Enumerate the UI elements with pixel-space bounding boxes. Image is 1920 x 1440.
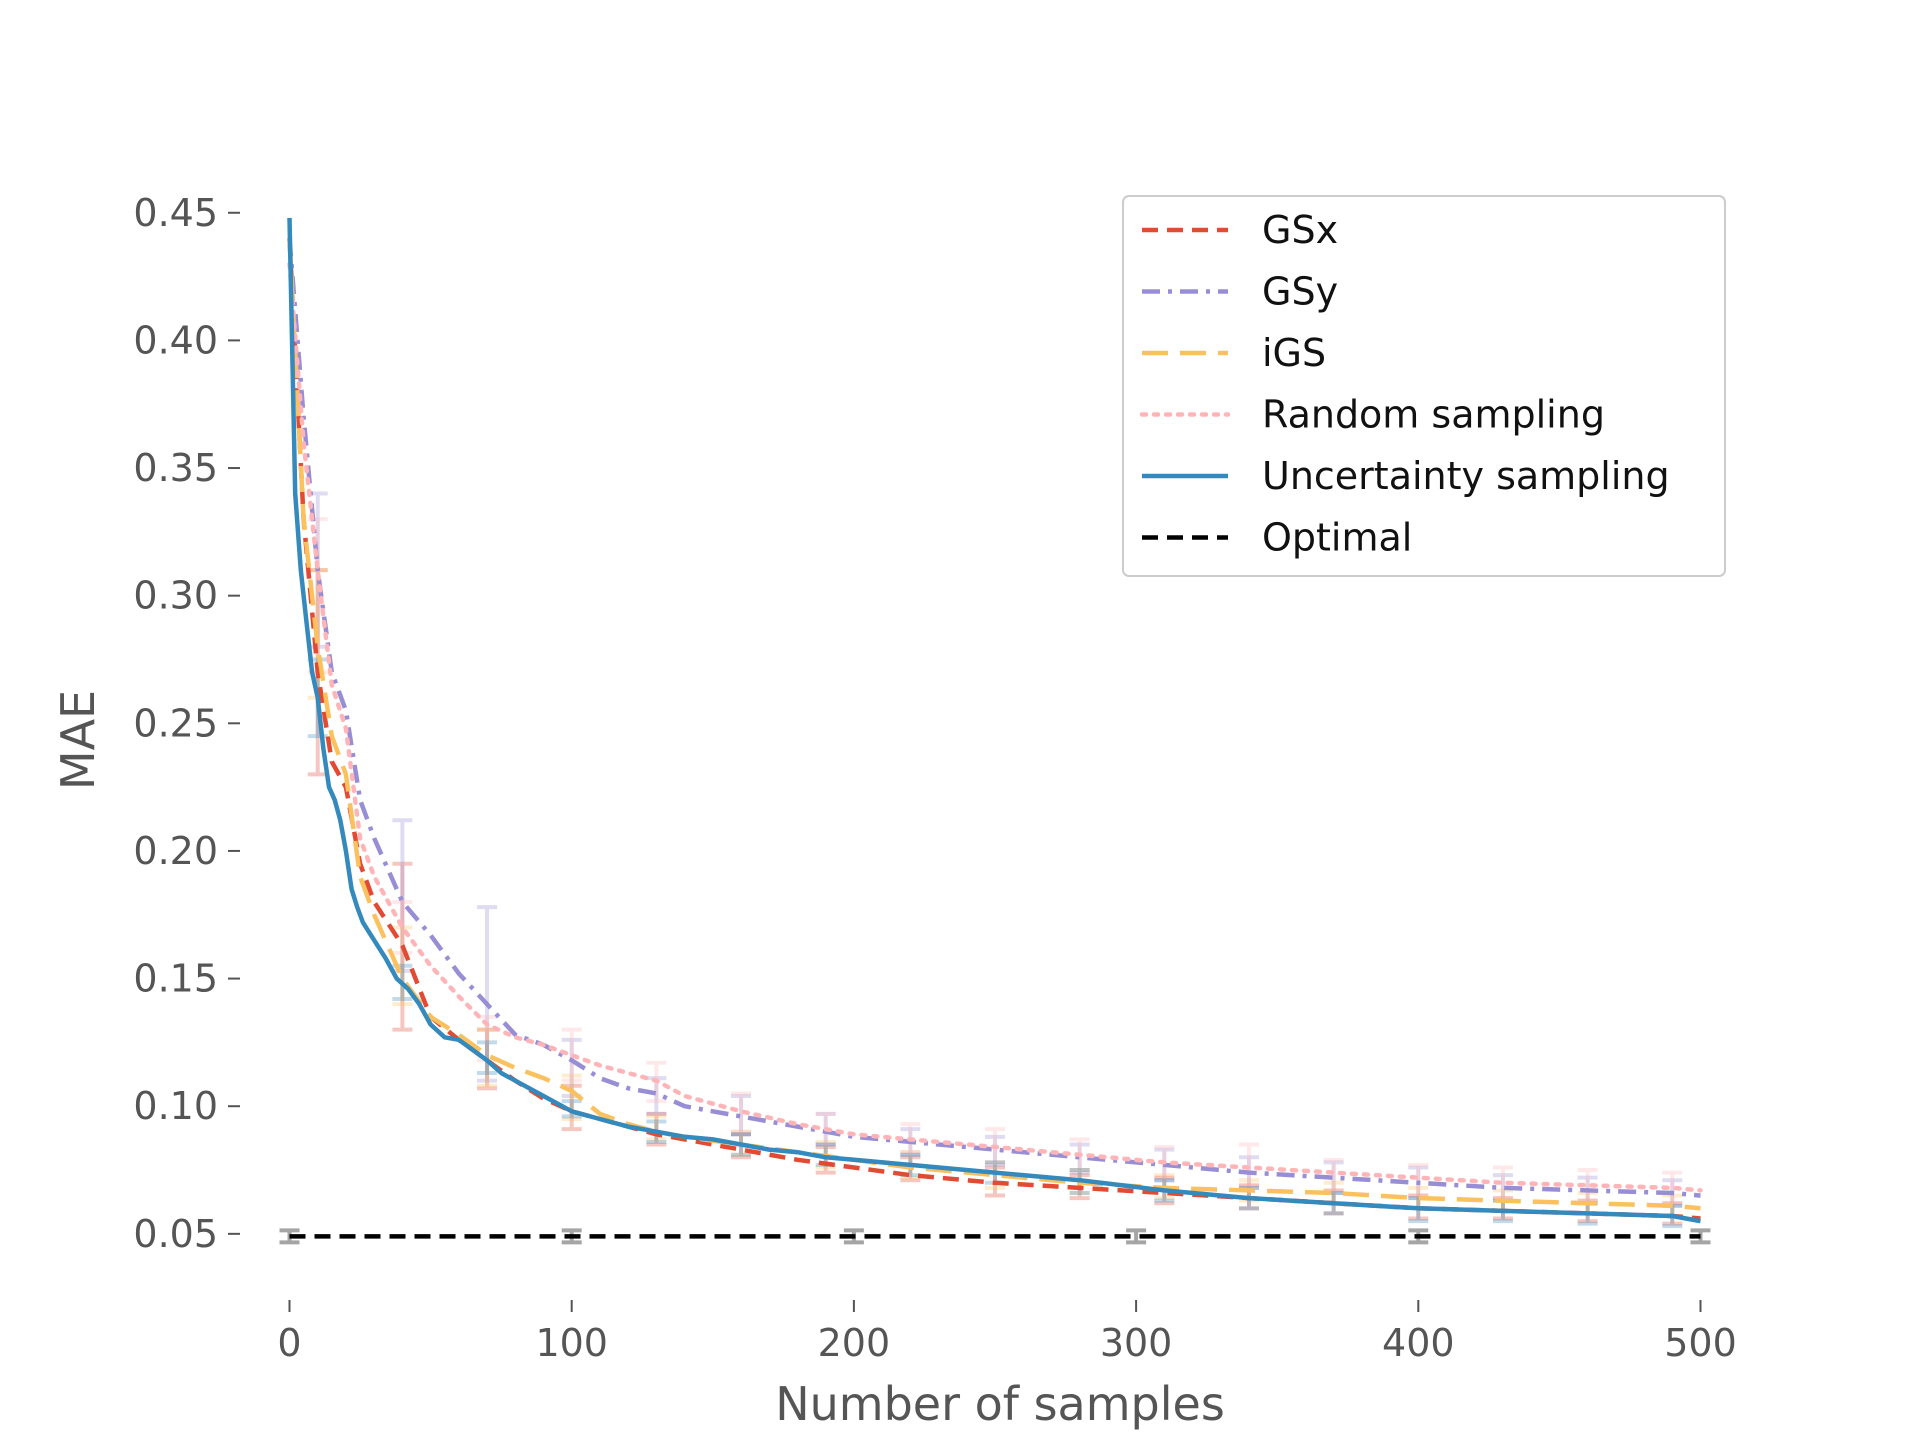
optimal-marker [1126,1228,1147,1245]
x-tick-label: 400 [1382,1321,1455,1365]
x-axis-label: Number of samples [775,1377,1225,1431]
gsy-error-bar [646,1076,667,1116]
y-tick-label: 0.45 [133,191,218,235]
legend-entry-igs: iGS [1142,331,1326,375]
random-sampling-error-bar [1408,1162,1429,1198]
legend-entry-optimal: Optimal [1142,516,1412,560]
random-sampling-error-bar [1323,1157,1344,1193]
x-tick-label: 200 [818,1321,891,1365]
gsy-error-bar [985,1134,1005,1167]
y-tick-label: 0.05 [133,1212,218,1256]
error-bars [307,491,1683,1229]
legend-label: GSy [1262,270,1338,314]
x-tick-label: 100 [535,1321,608,1365]
uncertainty-sampling-line [287,217,1701,1224]
igs-error-bar [392,925,413,1007]
optimal-markers [279,1228,1711,1245]
legend-label: Uncertainty sampling [1262,454,1670,498]
y-tick-label: 0.15 [133,957,218,1001]
random-sampling-error-bar [1577,1168,1598,1203]
legend-entry-gsy: GSy [1142,270,1338,314]
gsx-error-bar [815,1145,836,1175]
y-tick-label: 0.40 [133,318,218,362]
random-sampling-error-bar [392,899,413,956]
gsy-error-bar [477,905,498,1083]
random-sampling-line [287,261,1703,1193]
legend-label: Random sampling [1262,393,1605,437]
gsy-line [287,238,1701,1198]
legend: GSx GSy iGS Random sampling Uncertainty samp… [1122,195,1726,577]
legend-label: iGS [1262,331,1326,375]
legend-entry-uncertainty-sampling: Uncertainty sampling [1142,454,1670,498]
legend-entry-gsx: GSx [1142,208,1338,252]
x-axis: 0 100 200 300 400 500 [277,1300,1737,1365]
random-sampling-error-bar [1662,1170,1683,1206]
y-tick-label: 0.35 [133,446,218,490]
legend-frame [1122,195,1726,577]
y-tick-label: 0.10 [133,1084,218,1128]
series-lines [287,217,1703,1239]
random-sampling-error-bar [1492,1165,1513,1201]
random-sampling-error-bar [731,1091,752,1134]
y-axis-label: MAE [51,690,105,790]
x-tick-label: 500 [1664,1321,1737,1365]
x-tick-label: 300 [1100,1321,1173,1365]
gsy-error-bar [1069,1142,1090,1175]
y-tick-label: 0.20 [133,829,218,873]
random-sampling-error-bar [1238,1142,1259,1188]
y-axis: 0.05 0.10 0.15 0.20 0.25 0.30 0.35 0.40 0.45 [133,191,240,1256]
legend-label: Optimal [1262,516,1412,560]
legend-entry-random-sampling: Random sampling [1139,393,1605,437]
y-tick-label: 0.30 [133,574,218,618]
legend-label: GSx [1262,208,1338,252]
x-tick-label: 0 [277,1321,301,1365]
gsy-error-bar [731,1093,752,1137]
y-tick-label: 0.25 [133,701,218,745]
gsx-error-bar [646,1111,667,1147]
